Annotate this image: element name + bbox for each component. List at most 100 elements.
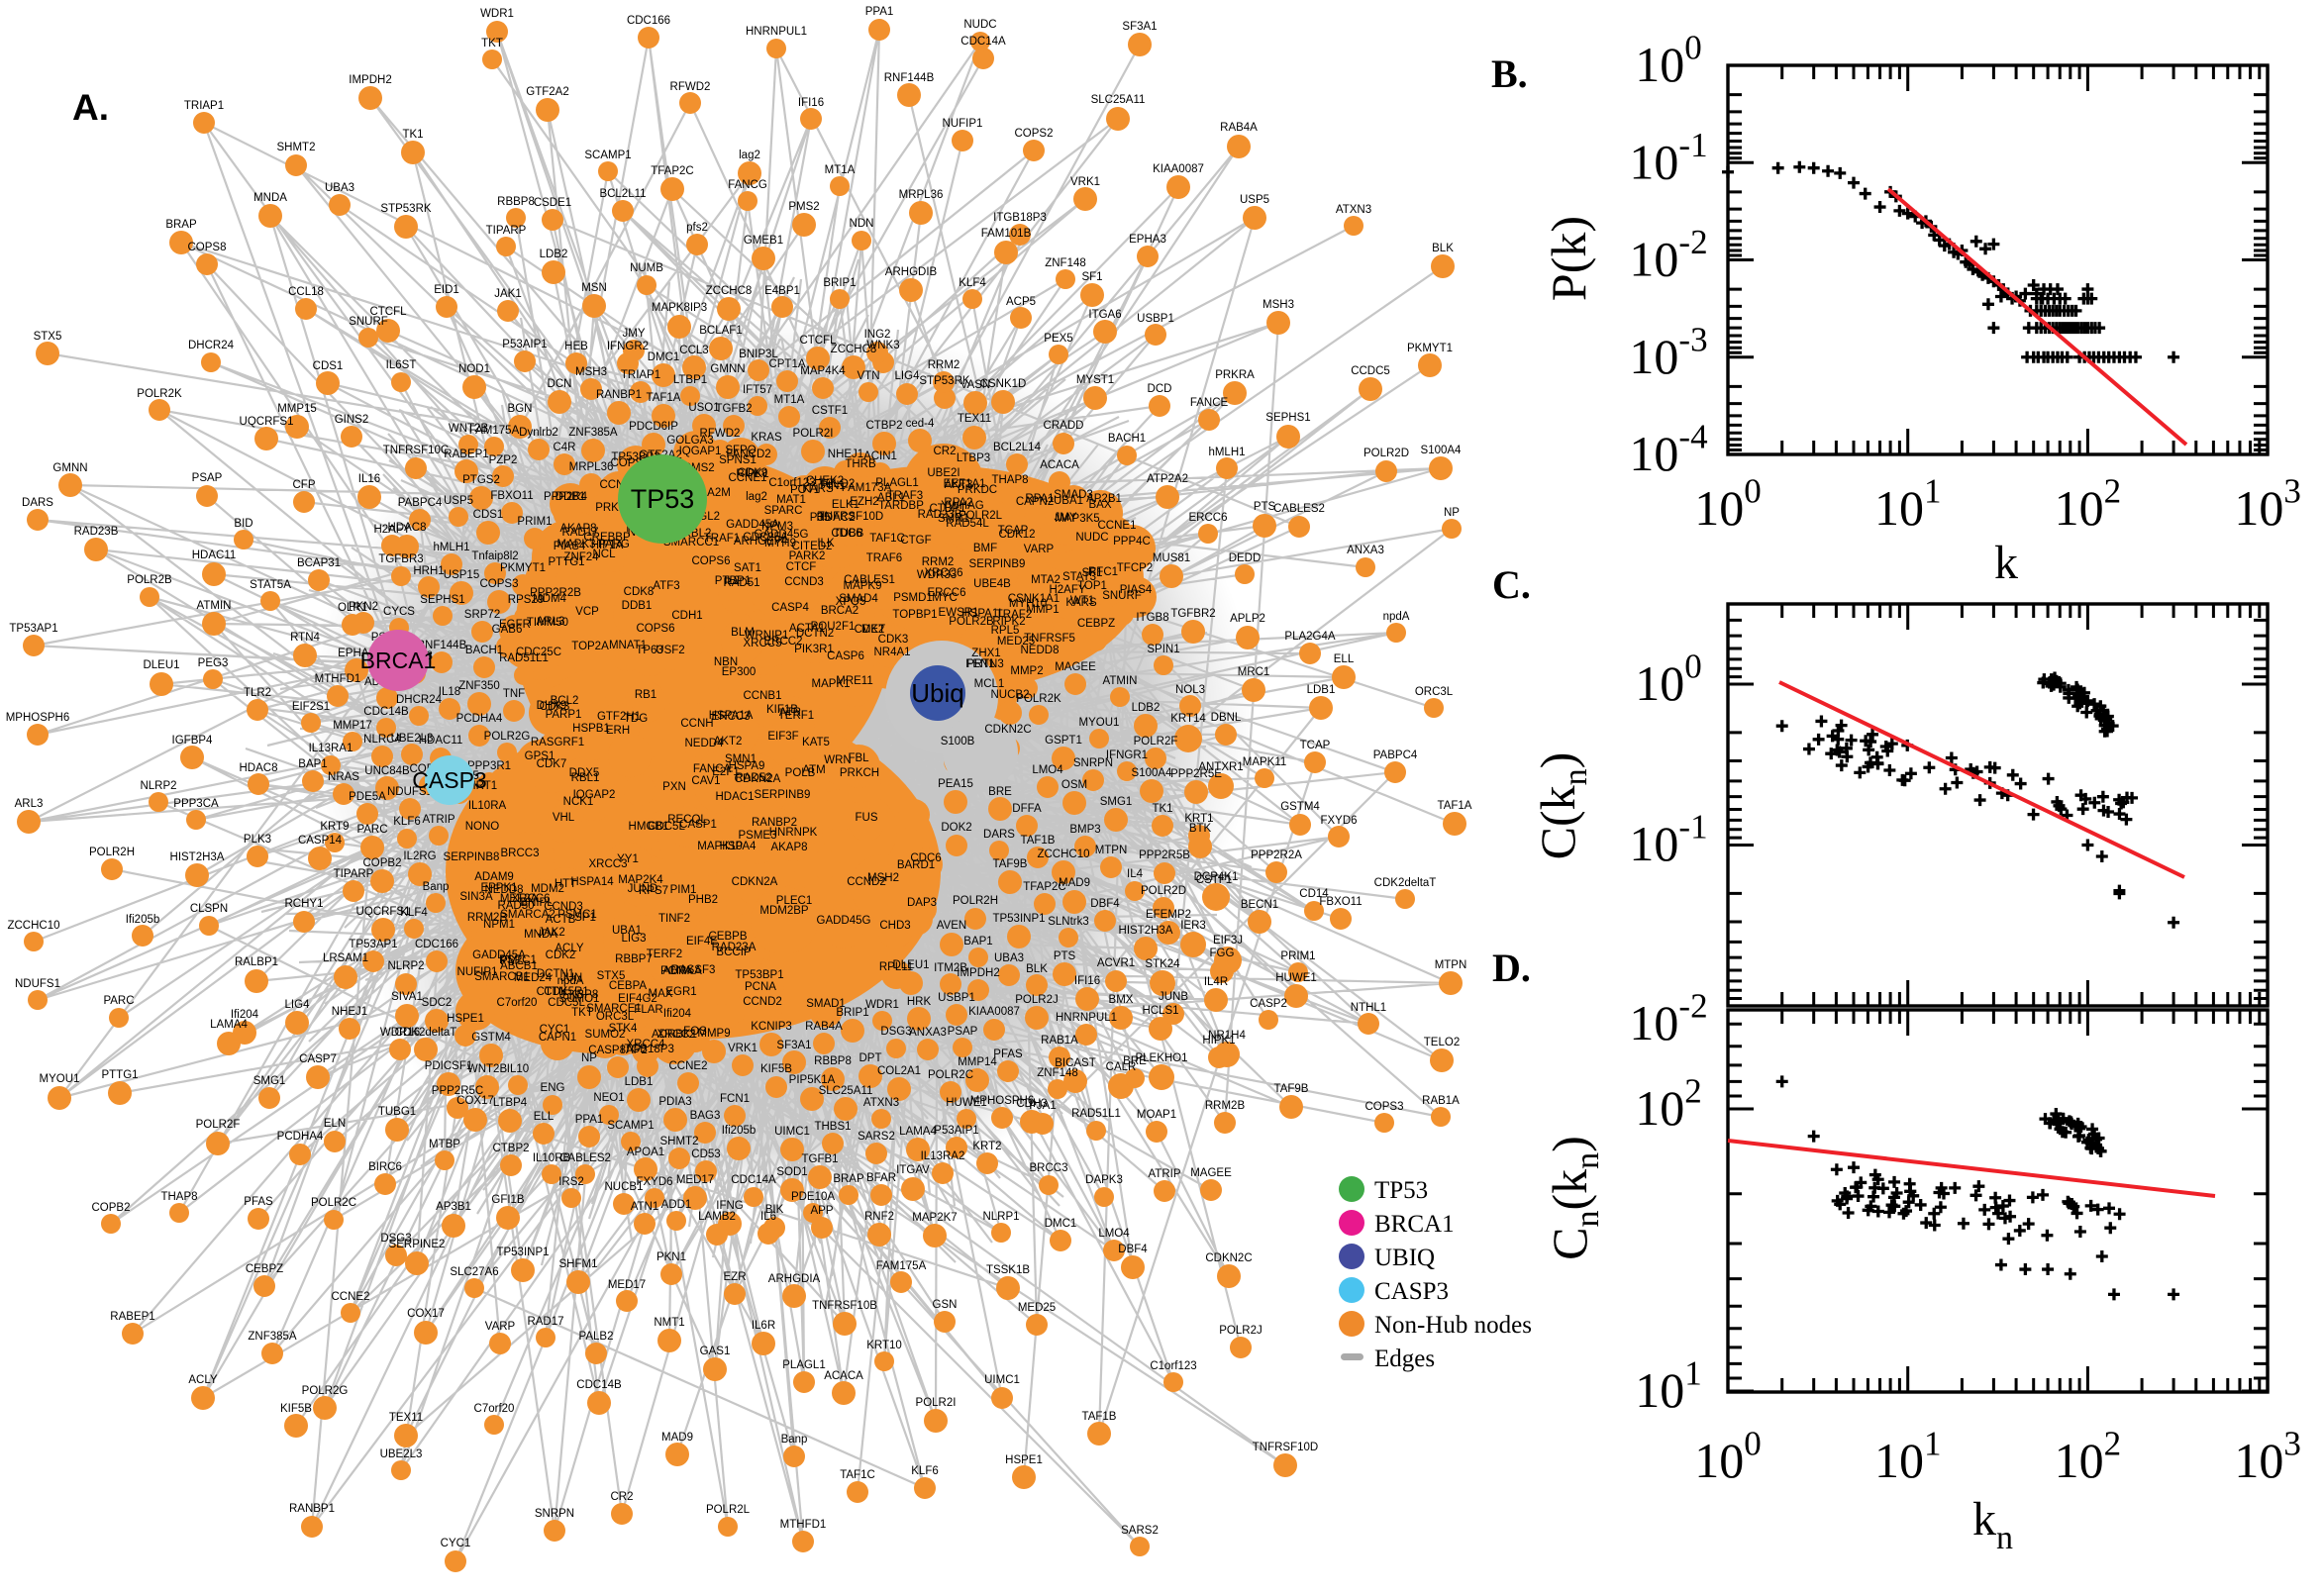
svg-text:FLAR: FLAR [634,1004,662,1016]
svg-text:LTBP1: LTBP1 [673,374,707,386]
svg-text:ACACA: ACACA [824,1370,863,1382]
svg-text:FOS: FOS [683,1026,707,1038]
svg-text:NUFIP1: NUFIP1 [457,966,498,978]
svg-text:LDB2: LDB2 [540,249,568,260]
svg-text:NPM1: NPM1 [483,919,515,931]
svg-text:VCP: VCP [575,606,599,618]
svg-text:LIG4: LIG4 [895,370,921,382]
svg-text:BMX: BMX [1109,994,1134,1006]
svg-text:SUMO2: SUMO2 [585,1029,626,1041]
svg-text:BACH1: BACH1 [465,645,503,656]
svg-text:BECN1: BECN1 [1241,899,1278,911]
svg-text:FANCE: FANCE [1190,397,1229,409]
svg-text:AKAP8: AKAP8 [559,523,596,535]
svg-text:MAT1: MAT1 [776,494,806,506]
svg-text:STX5: STX5 [34,331,62,343]
svg-text:CTGF: CTGF [900,535,931,547]
svg-text:COPS6: COPS6 [692,555,731,567]
svg-text:DCTN2: DCTN2 [796,628,834,640]
svg-text:CDC166: CDC166 [415,939,458,950]
svg-text:ATN1: ATN1 [631,1201,659,1213]
svg-text:Edges: Edges [1374,1346,1435,1372]
svg-text:VTN: VTN [858,370,880,382]
svg-text:TUBG1: TUBG1 [378,1106,416,1118]
svg-text:P(k): P(k) [1541,216,1596,301]
svg-text:C1orf123: C1orf123 [1150,1360,1196,1372]
svg-text:NUMB: NUMB [630,262,663,274]
svg-text:CDH3: CDH3 [1016,1098,1047,1110]
svg-text:KARS: KARS [802,483,834,495]
svg-text:PDIA3: PDIA3 [658,1096,691,1108]
svg-text:TP53INP1: TP53INP1 [496,1247,549,1258]
svg-text:PJA1: PJA1 [1029,1100,1057,1112]
svg-text:TNFRSF10D: TNFRSF10D [818,511,883,523]
svg-text:BRCC3: BRCC3 [1030,1162,1068,1174]
svg-text:NOL3: NOL3 [1175,684,1205,696]
svg-text:MMP1: MMP1 [1026,604,1059,616]
svg-text:NEDD8: NEDD8 [485,884,524,896]
svg-text:TEX11: TEX11 [958,413,991,425]
svg-text:PDE10A: PDE10A [791,1191,835,1203]
svg-text:RPA1: RPA1 [1025,493,1054,505]
svg-text:ERH: ERH [606,725,630,737]
svg-text:MAP4K4: MAP4K4 [800,365,846,377]
svg-text:USP5: USP5 [1240,194,1269,206]
svg-text:IQGAP2: IQGAP2 [573,789,616,801]
svg-text:RAD23B: RAD23B [74,526,119,538]
svg-text:TAF1C: TAF1C [869,533,905,545]
svg-text:MRE11: MRE11 [836,675,873,687]
svg-text:STK24: STK24 [1145,958,1180,970]
svg-text:MAPK11: MAPK11 [1243,756,1287,768]
svg-text:DBF4: DBF4 [1118,1244,1148,1255]
svg-text:ATRIP: ATRIP [422,814,454,826]
svg-text:TAF1A: TAF1A [1438,800,1472,812]
svg-text:PLK3: PLK3 [244,834,271,846]
svg-text:RASSF3: RASSF3 [671,964,716,976]
svg-text:EIF3J: EIF3J [1213,935,1243,947]
svg-text:AP3B1: AP3B1 [436,1201,471,1213]
svg-text:PRIM1: PRIM1 [1280,950,1315,962]
svg-text:CAPN1: CAPN1 [539,1032,576,1044]
svg-text:HDAC8: HDAC8 [388,522,427,534]
svg-text:PDICSF1: PDICSF1 [425,1060,473,1072]
svg-text:C1orf123: C1orf123 [768,477,815,489]
svg-text:UIMC1: UIMC1 [984,1374,1020,1386]
svg-text:PLEKHO1: PLEKHO1 [1135,1052,1187,1064]
svg-text:Banp: Banp [781,1434,808,1446]
svg-text:DMC1: DMC1 [648,351,680,363]
svg-text:C7orf20: C7orf20 [474,1403,515,1415]
svg-text:CDKN2A: CDKN2A [735,773,781,785]
svg-text:PTGS2: PTGS2 [462,474,500,486]
svg-text:C.: C. [1492,562,1531,607]
svg-text:HSPA14: HSPA14 [570,876,614,888]
svg-text:PARP1: PARP1 [546,709,582,721]
svg-text:A2M: A2M [707,487,731,499]
svg-text:TAF1B: TAF1B [1021,835,1056,847]
svg-text:CEBPZ: CEBPZ [246,1263,283,1275]
svg-text:MAD9: MAD9 [1059,877,1090,889]
svg-text:TAF9B: TAF9B [993,858,1028,870]
svg-text:B.: B. [1491,51,1528,96]
svg-text:ADD1: ADD1 [661,1199,692,1211]
svg-text:SPARC: SPARC [764,505,803,517]
svg-text:SMAD3: SMAD3 [1054,489,1093,501]
svg-text:Non-Hub nodes: Non-Hub nodes [1374,1312,1532,1339]
svg-text:COL2A1: COL2A1 [877,1065,921,1077]
svg-text:HNRNPK: HNRNPK [769,827,818,839]
svg-text:IFI16: IFI16 [1074,975,1100,987]
svg-text:BNIPL: BNIPL [520,897,554,909]
svg-text:PIAS4: PIAS4 [554,541,586,552]
svg-text:CTCFL: CTCFL [369,306,407,318]
svg-text:UBIQ: UBIQ [1374,1245,1435,1271]
svg-text:SP1: SP1 [574,912,596,924]
svg-text:SERPINE2: SERPINE2 [389,1239,446,1250]
svg-text:SERPINB9: SERPINB9 [969,558,1026,570]
svg-text:PIN1: PIN1 [820,480,846,492]
svg-text:TK1: TK1 [1152,803,1172,815]
svg-text:GADD45G: GADD45G [755,529,809,541]
svg-text:CCDC5: CCDC5 [1351,365,1390,377]
svg-text:GADD45A: GADD45A [726,519,779,531]
svg-text:CDC14A: CDC14A [731,1174,776,1186]
svg-text:IGFBP4: IGFBP4 [172,735,214,747]
svg-text:PPP2R2B: PPP2R2B [530,587,581,599]
